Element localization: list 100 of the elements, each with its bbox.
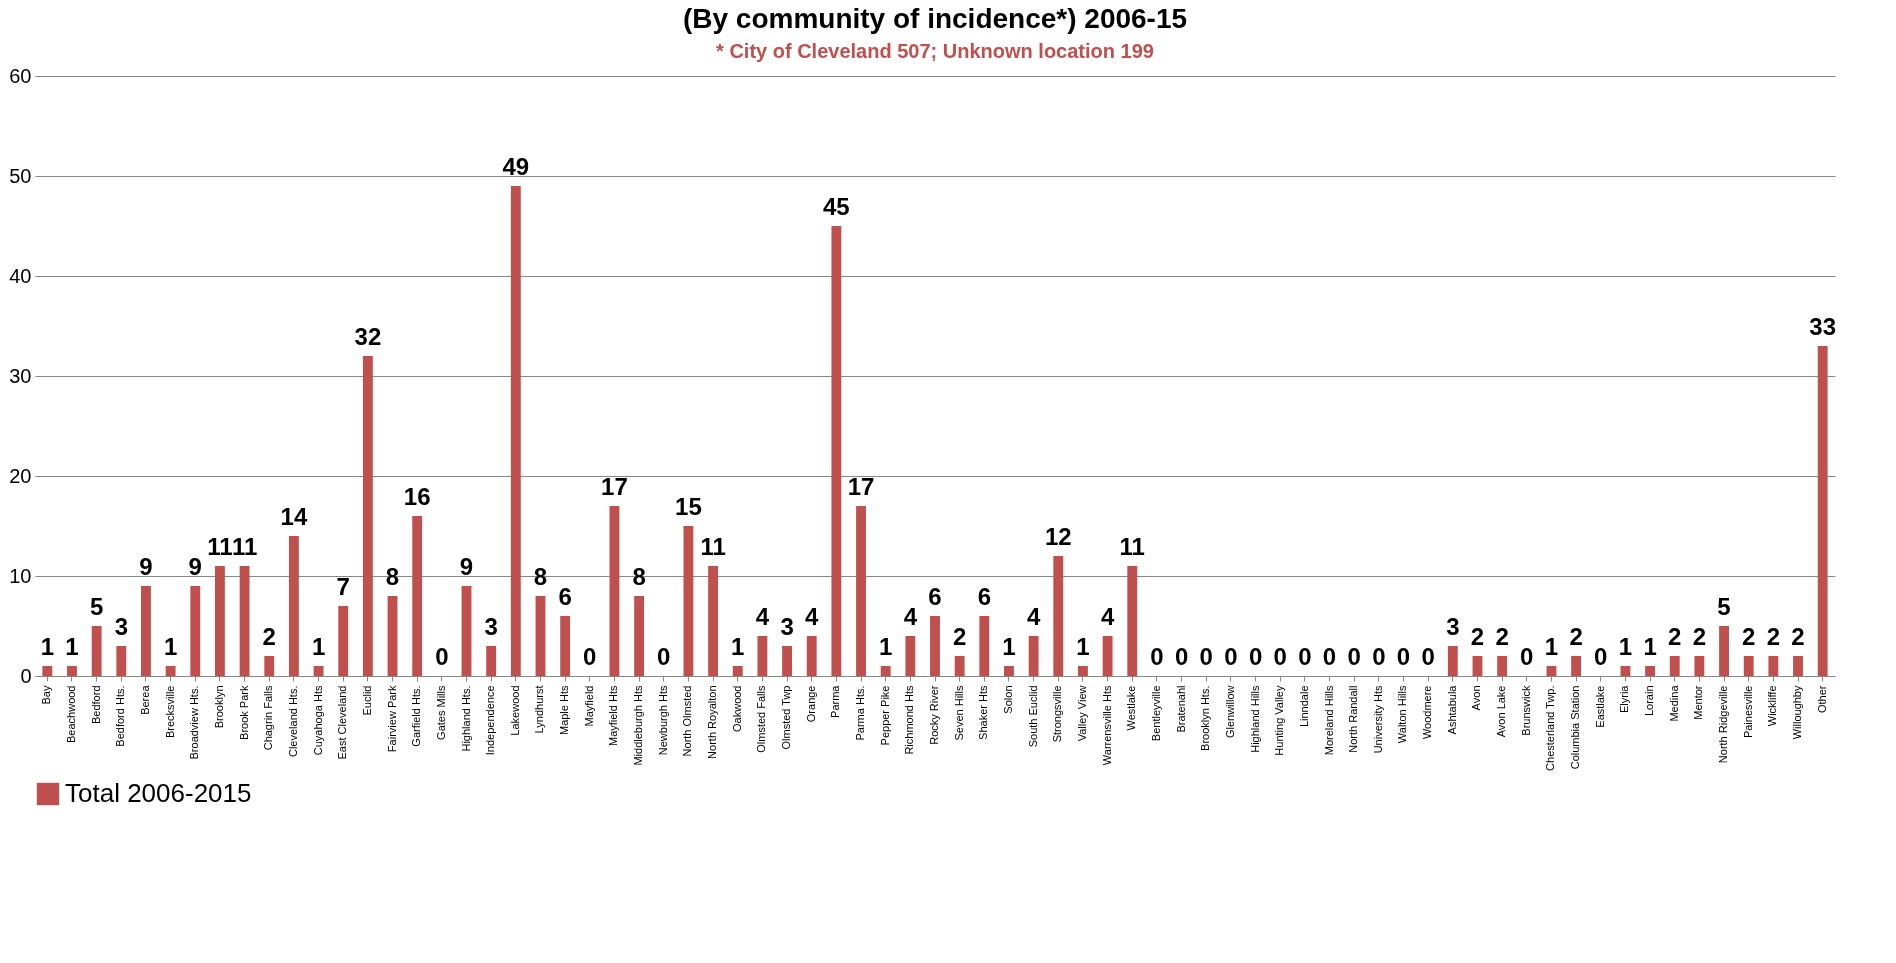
data-label: 1 [879,633,893,660]
data-label: 12 [1044,523,1072,550]
x-tick-label: University Hts [1371,685,1384,754]
bar [1743,656,1754,676]
x-tick-label: Solon [1001,685,1014,714]
y-tick-label: 60 [9,64,32,87]
data-label: 0 [1174,643,1189,670]
data-label: 2 [1495,623,1509,650]
bar [1127,566,1138,676]
data-label: 2 [1470,623,1485,650]
x-tick-label: Brunswick [1519,685,1532,736]
x-tick-label: Richmond Hts [903,685,916,755]
data-label: 7 [336,573,350,600]
x-tick-label: Warrensville Hts [1100,685,1113,766]
bar [215,566,225,676]
data-label: 16 [403,483,431,510]
x-tick-label: Elyria [1618,684,1631,714]
data-label: 6 [558,583,572,610]
bar [954,656,965,676]
x-tick-label: Bentleyville [1149,685,1162,742]
data-label: 0 [1421,643,1435,670]
bar [560,616,571,676]
bar [831,226,842,676]
data-label: 11 [231,533,258,560]
x-tick-label: Fairview Park [385,685,398,753]
data-label: 4 [805,603,820,630]
x-tick-label: Mentor [1692,685,1705,720]
data-label: 1 [1076,633,1090,660]
data-label: 4 [1100,603,1115,630]
data-label: 8 [632,563,646,590]
legend-label: Total 2006-2015 [65,778,252,808]
x-tick-label: Brooklyn Hts. [1199,685,1212,751]
data-label: 2 [262,623,276,650]
data-label: 1 [1643,633,1657,660]
data-label: 0 [583,643,597,670]
bar [634,596,645,676]
data-label: 1 [65,633,79,660]
data-label: 8 [533,563,548,590]
bar [510,186,521,676]
x-tick-label: Lorain [1643,685,1656,717]
data-label: 4 [1026,603,1041,630]
x-tick-label: Woodmere [1421,685,1434,740]
bar [1768,656,1779,676]
data-label: 6 [928,583,942,610]
x-tick-label: Ashtabula [1445,684,1458,735]
data-label: 2 [1692,623,1707,650]
x-tick-label: Highland Hills [1248,685,1261,753]
bar [91,626,102,676]
bar [1497,656,1508,676]
bar [1571,656,1582,676]
bar [264,656,275,676]
bar [1546,666,1557,676]
bar [683,526,694,676]
bar [165,666,176,676]
data-label: 1 [1544,633,1559,660]
bar [486,646,497,676]
bar [67,666,77,676]
x-tick-label: Columbia Station [1569,685,1582,770]
bar [1645,666,1655,676]
data-label: 0 [1347,643,1361,670]
y-tick-label: 30 [9,364,32,387]
bar [362,356,373,676]
x-tick-label: North Royalton [706,685,719,759]
x-tick-label: Olmsted Twp [780,685,793,750]
bar [856,506,866,676]
data-label: 3 [780,613,794,640]
bar [1817,346,1828,676]
bar [1004,666,1014,676]
bar [732,666,743,676]
x-tick-label: Avon [1470,685,1483,711]
x-tick-label: Beachwood [64,685,77,743]
bar [412,516,423,676]
x-tick-label: Westlake [1125,685,1138,731]
x-tick-label: Oakwood [730,685,743,732]
x-tick-label: Parma Hts. [854,685,867,741]
bar [1028,636,1039,676]
x-tick-label: Middleburgh Hts [632,685,645,766]
x-tick-label: Lyndhurst [533,685,546,734]
x-tick-label: Olmsted Falls [755,685,768,753]
x-tick-label: Berea [138,684,151,715]
data-label: 0 [1224,643,1238,670]
data-label: 1 [731,633,745,660]
x-tick-label: Painesville [1741,685,1754,739]
bar [338,606,349,676]
x-tick-label: Chagrin Falls [262,685,275,751]
data-label: 0 [1396,643,1411,670]
data-label: 3 [1446,613,1460,640]
data-label: 0 [1273,643,1287,670]
bar [1620,666,1631,676]
data-label: 14 [280,503,308,530]
x-tick-label: South Euclid [1026,685,1039,748]
x-tick-label: Moreland Hills [1322,685,1335,756]
x-tick-label: Cuyahoga Hts [311,685,324,756]
data-label: 3 [114,613,128,640]
data-label: 1 [1618,633,1633,660]
bar [1719,626,1729,676]
data-label: 0 [657,643,671,670]
bar [190,586,201,676]
data-label: 4 [755,603,770,630]
x-tick-label: Glenwillow [1223,685,1236,739]
